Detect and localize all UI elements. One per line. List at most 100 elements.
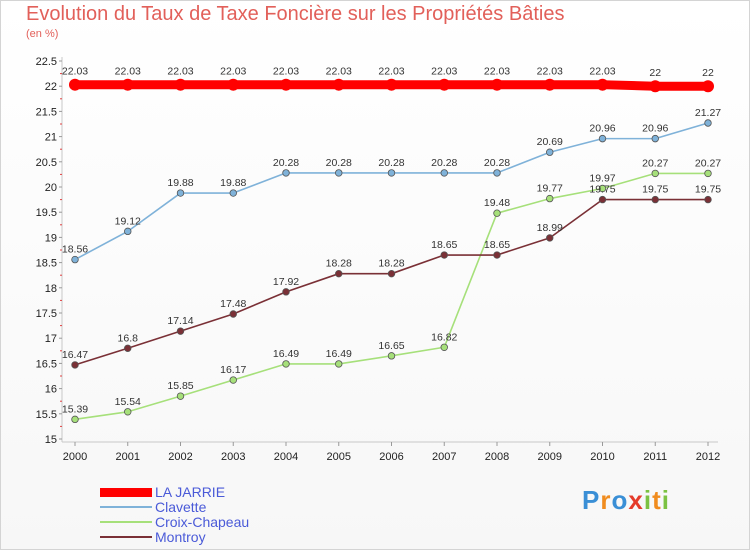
data-point xyxy=(385,78,398,91)
legend-swatch xyxy=(100,521,152,523)
data-point xyxy=(598,195,607,204)
data-label: 18.56 xyxy=(62,244,88,256)
data-label: 22.03 xyxy=(589,66,615,78)
data-point xyxy=(229,189,237,197)
data-point xyxy=(598,184,607,193)
data-label: 20.28 xyxy=(484,157,510,169)
x-tick-label: 2010 xyxy=(590,451,614,463)
data-point xyxy=(493,251,501,259)
legend-item: LA JARRIE xyxy=(100,484,340,500)
data-point xyxy=(493,169,501,177)
data-label: 21.27 xyxy=(695,107,721,119)
logo-letter: P xyxy=(582,485,601,515)
proxiti-logo: Proxiti xyxy=(582,485,670,516)
data-label: 22.03 xyxy=(273,66,299,78)
x-tick-label: 2005 xyxy=(327,451,351,463)
data-label: 19.88 xyxy=(167,177,193,189)
legend: LA JARRIE Clavette Croix-Chapeau Montroy xyxy=(100,484,340,545)
legend-swatch xyxy=(100,487,152,497)
legend-label: Croix-Chapeau xyxy=(155,514,250,530)
data-point xyxy=(704,195,712,204)
data-point xyxy=(649,80,662,93)
x-tick-label: 2006 xyxy=(379,451,403,463)
data-label: 16.65 xyxy=(378,340,404,352)
y-tick-label: 19.5 xyxy=(36,207,57,219)
data-label: 22.03 xyxy=(484,66,510,78)
data-point xyxy=(702,80,714,93)
x-tick-label: 2003 xyxy=(221,451,245,463)
data-label: 22.03 xyxy=(378,66,404,78)
data-point xyxy=(174,78,187,91)
axes: 15 15.5 16 16.5 17 17.5 18 18.5 19 19.5 20 20.5 21 21… xyxy=(36,56,721,463)
data-label: 19.75 xyxy=(589,184,615,196)
data-label: 22.03 xyxy=(326,66,352,78)
data-point xyxy=(282,360,290,368)
data-label: 17.48 xyxy=(220,298,246,310)
x-tick-label: 2007 xyxy=(432,451,456,463)
data-label: 20.28 xyxy=(378,157,404,169)
data-label: 19.77 xyxy=(537,183,563,195)
legend-label: Clavette xyxy=(155,499,207,515)
data-point xyxy=(124,408,132,416)
y-tick-label: 19 xyxy=(45,232,57,244)
data-label: 19.88 xyxy=(220,177,246,189)
y-tick-label: 16 xyxy=(45,384,57,396)
data-point xyxy=(704,119,712,127)
data-label: 22.03 xyxy=(167,66,193,78)
data-label: 19.12 xyxy=(115,215,141,227)
y-tick-label: 20 xyxy=(45,182,57,194)
data-label: 20.28 xyxy=(431,157,457,169)
legend-label: LA JARRIE xyxy=(155,484,226,500)
legend-item: Croix-Chapeau xyxy=(100,514,340,530)
data-label: 19.75 xyxy=(642,184,668,196)
data-label: 22.03 xyxy=(537,66,563,78)
y-tick-label: 18.5 xyxy=(36,258,57,270)
logo-letter: r xyxy=(600,485,612,515)
y-tick-label: 21.5 xyxy=(36,106,57,118)
data-point xyxy=(387,352,396,360)
data-label: 18.28 xyxy=(378,258,404,270)
data-label: 22.03 xyxy=(220,66,246,78)
data-label: 20.27 xyxy=(695,157,721,169)
data-point xyxy=(387,269,396,278)
x-tick-label: 2009 xyxy=(538,451,562,463)
series-layer xyxy=(69,78,714,424)
logo-letter: t xyxy=(652,485,662,515)
logo-letter: i xyxy=(661,485,670,515)
y-tick-label: 17 xyxy=(45,333,57,345)
data-label: 20.28 xyxy=(273,157,299,169)
data-point xyxy=(651,169,659,178)
data-label: 17.14 xyxy=(167,315,193,327)
y-tick-label: 21 xyxy=(45,132,57,144)
data-label: 16.82 xyxy=(431,331,457,343)
data-label: 19.75 xyxy=(695,184,721,196)
data-point xyxy=(229,310,237,318)
legend-item: Clavette xyxy=(100,499,340,515)
data-point xyxy=(124,227,132,236)
data-label: 22 xyxy=(649,67,661,79)
data-label: 19.48 xyxy=(484,197,510,209)
data-point xyxy=(546,234,554,242)
data-point xyxy=(440,343,448,351)
data-label: 20.96 xyxy=(589,123,615,135)
data-point xyxy=(280,78,292,91)
legend-swatch xyxy=(100,506,152,508)
data-label: 16.49 xyxy=(273,348,299,360)
logo-letter: i xyxy=(643,485,653,515)
data-label: 22.03 xyxy=(431,66,457,78)
data-point xyxy=(335,269,343,278)
data-point xyxy=(176,189,185,197)
data-point xyxy=(651,134,659,143)
data-label: 20.96 xyxy=(642,123,668,135)
data-point xyxy=(282,288,290,296)
data-point xyxy=(124,344,132,352)
data-point xyxy=(229,376,237,384)
data-point xyxy=(438,78,451,91)
x-tick-label: 2001 xyxy=(116,451,140,463)
data-point xyxy=(440,169,448,177)
data-point xyxy=(598,134,607,143)
chart-title: Evolution du Taux de Taxe Foncière sur l… xyxy=(26,3,565,25)
data-point xyxy=(440,251,448,259)
legend-item: Montroy xyxy=(100,529,340,545)
